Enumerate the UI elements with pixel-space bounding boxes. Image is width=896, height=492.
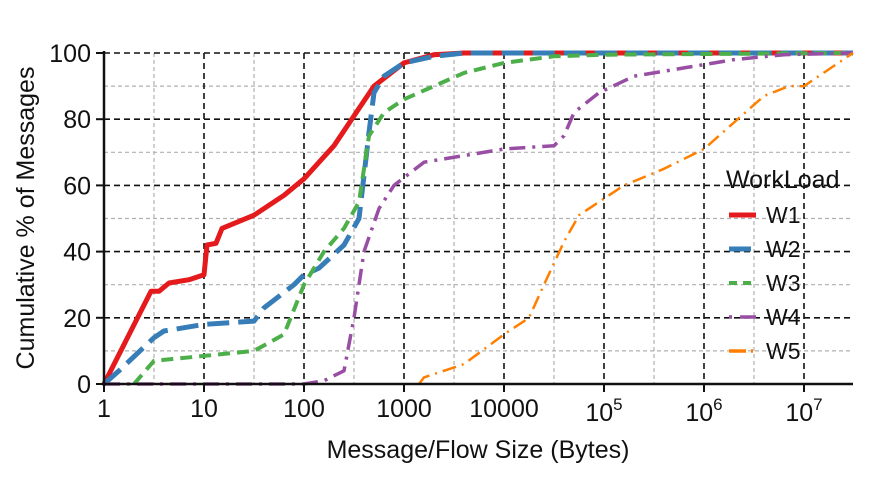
legend-item-w3: W3 — [729, 270, 801, 296]
tick-labels: 0 20 40 60 80 100 1 10 100 1000 10000 105 106 107 — [49, 40, 822, 427]
grid-minor — [104, 53, 853, 384]
y-tick-label: 100 — [49, 40, 91, 68]
y-axis-title: Cumulative % of Messages — [12, 67, 40, 370]
legend-item-w1: W1 — [729, 202, 801, 228]
legend-label: W2 — [766, 236, 801, 262]
legend-item-w5: W5 — [729, 338, 801, 364]
legend-item-w2: W2 — [729, 236, 801, 262]
series-line-w1 — [101, 50, 853, 386]
x-tick-label: 10 — [190, 395, 218, 423]
x-tick-label: 106 — [685, 395, 722, 427]
series-layer — [101, 50, 854, 386]
legend-label: W1 — [766, 202, 801, 228]
axes — [96, 51, 853, 392]
series-line-w2 — [102, 50, 853, 386]
x-tick-label: 1 — [97, 395, 111, 423]
legend-label: W3 — [766, 270, 801, 296]
x-axis-title: Message/Flow Size (Bytes) — [327, 436, 630, 464]
y-tick-label: 80 — [63, 106, 91, 134]
series-line-w4 — [104, 51, 854, 386]
legend-item-w4: W4 — [729, 304, 801, 330]
x-tick-label: 10000 — [469, 395, 539, 423]
x-tick-label: 1000 — [376, 395, 432, 423]
legend-title: WorkLoad — [726, 166, 840, 194]
y-tick-label: 20 — [63, 305, 91, 333]
x-tick-label: 105 — [585, 395, 622, 427]
x-tick-label: 100 — [283, 395, 325, 423]
legend: WorkLoad W1 W2 W3 W4 W5 — [726, 166, 840, 364]
legend-label: W4 — [766, 304, 801, 330]
legend-label: W5 — [766, 338, 801, 364]
y-tick-label: 60 — [63, 172, 91, 200]
y-tick-label: 0 — [77, 371, 91, 399]
x-tick-label: 107 — [785, 395, 822, 427]
y-tick-label: 40 — [63, 239, 91, 267]
series-line-w3 — [132, 51, 854, 386]
